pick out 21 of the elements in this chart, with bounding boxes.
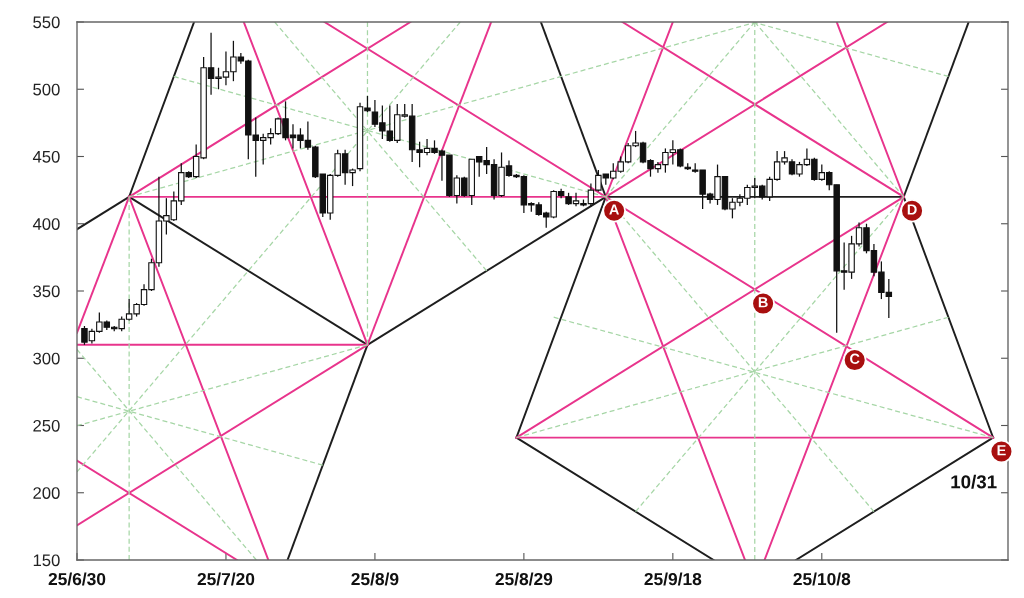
y-tick-label: 300 <box>33 352 60 365</box>
x-tick-label: 25/7/20 <box>197 572 255 586</box>
annotation: E <box>997 445 1006 456</box>
annotation: A <box>609 204 620 215</box>
x-tick-label: 25/8/29 <box>495 572 553 586</box>
y-tick-label: 450 <box>32 150 60 163</box>
y-tick-label: 250 <box>33 419 60 432</box>
x-tick-label: 25/6/30 <box>48 572 106 586</box>
annotation: D <box>907 204 917 215</box>
annotation: 10/31 <box>951 474 997 489</box>
y-tick-label: 350 <box>33 285 60 298</box>
y-tick-label: 200 <box>33 487 60 499</box>
y-tick-label: 400 <box>32 218 60 230</box>
x-tick-label: 25/9/18 <box>644 572 702 586</box>
x-tick-label: 25/8/9 <box>351 572 399 586</box>
x-tick-label: 25/10/8 <box>793 572 851 586</box>
y-tick-label: 150 <box>33 554 60 567</box>
annotation: B <box>758 297 768 308</box>
y-tick-label: 500 <box>33 83 60 96</box>
y-tick-label: 550 <box>33 16 60 29</box>
annotation: C <box>850 353 860 364</box>
